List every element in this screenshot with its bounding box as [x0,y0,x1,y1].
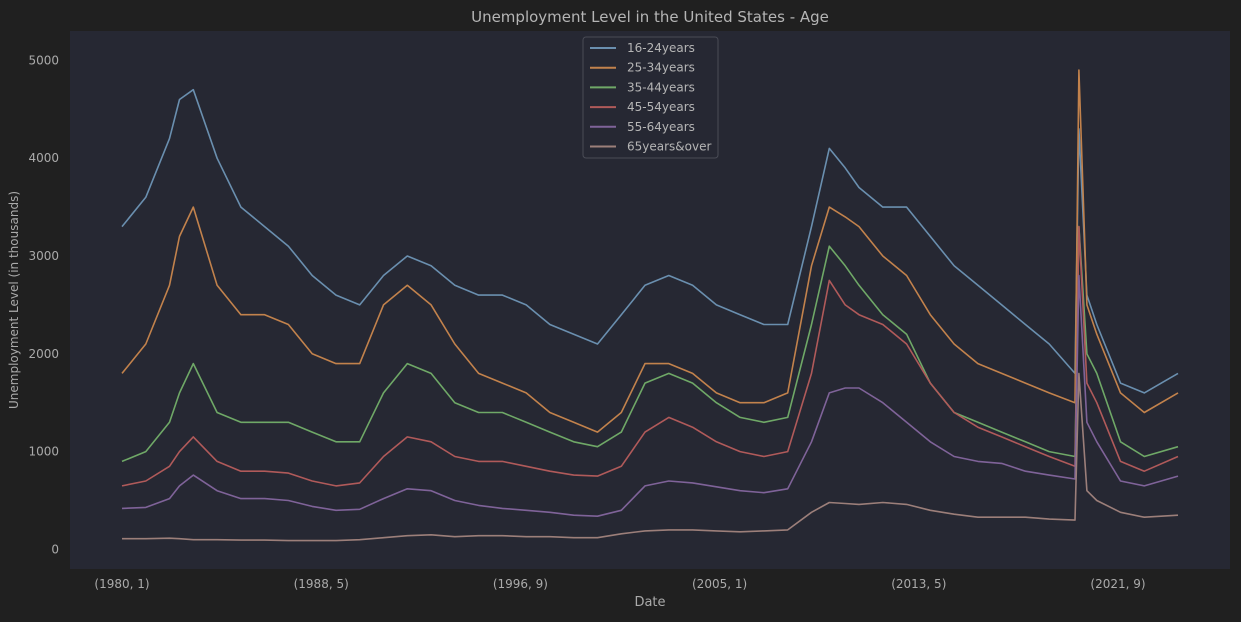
legend-items: 16-24years 25-34years 35-44years 45-54years… [590,41,711,154]
x-tick-label: (1980, 1) [94,577,149,591]
x-tick-label: (2013, 5) [891,577,946,591]
y-axis-ticks: 0 1000 2000 3000 4000 5000 [28,53,59,556]
series-line-16-24years [121,88,1179,394]
y-tick-label: 4000 [28,151,59,165]
x-tick-label: (2021, 9) [1090,577,1145,591]
legend-label: 16-24years [627,41,695,55]
series-line-65years&over [122,372,1179,542]
y-tick-label: 2000 [28,347,59,361]
y-tick-label: 1000 [28,445,59,459]
y-axis-label: Unemployment Level (in thousands) [7,191,21,409]
legend-label: 55-64years [627,120,695,134]
series-line-25-34years [121,69,1179,433]
legend-label: 65years&over [627,140,711,154]
legend-box [582,36,719,159]
chart-title: Unemployment Level in the United States … [471,8,829,26]
series-lines [121,69,1179,542]
legend-label: 35-44years [627,80,695,94]
legend: 16-24years 25-34years 35-44years 45-54years… [582,36,719,159]
series-line-45-54years [121,225,1179,487]
series-line-35-44years [121,225,1179,463]
x-tick-label: (2005, 1) [692,577,747,591]
y-tick-label: 5000 [28,53,59,67]
y-tick-label: 3000 [28,249,59,263]
x-tick-label: (1988, 5) [294,577,349,591]
series-line-55-64years [121,274,1179,518]
legend-label: 25-34years [627,61,695,75]
legend-label: 45-54years [627,100,695,114]
x-axis-ticks: (1980, 1) (1988, 5) (1996, 9) (2005, 1) (201… [94,577,1145,591]
x-tick-label: (1996, 9) [493,577,548,591]
x-axis-label: Date [634,595,665,610]
y-tick-label: 0 [51,542,59,556]
